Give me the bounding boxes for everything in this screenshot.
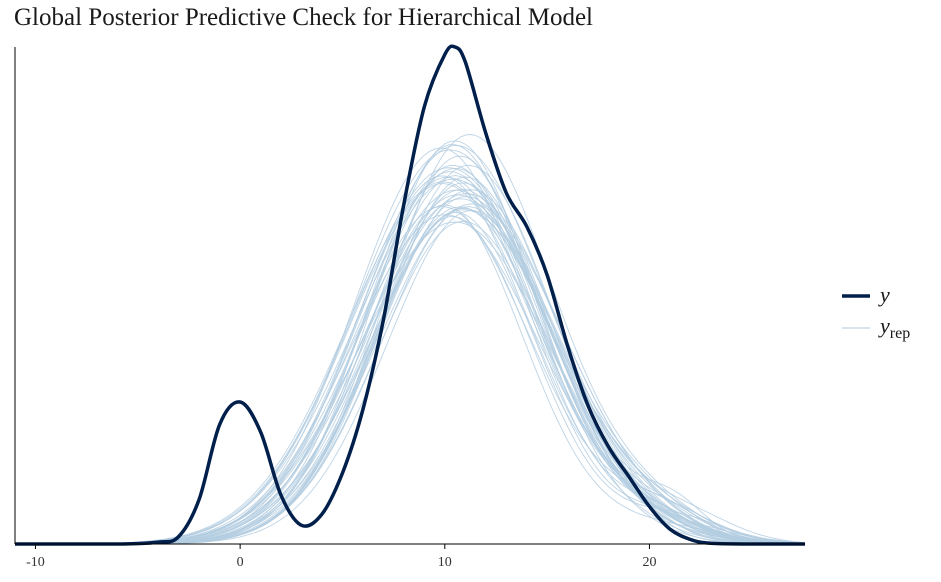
yrep-line <box>15 178 804 545</box>
yrep-line <box>15 221 804 545</box>
y-line <box>15 44 805 546</box>
x-axis-ticks: -10 0 10 20 <box>26 544 656 570</box>
chart-title: Global Posterior Predictive Check for Hi… <box>14 4 593 31</box>
yrep-line <box>15 203 804 545</box>
yrep-line <box>15 189 804 545</box>
yrep-line <box>15 165 804 545</box>
yrep-line <box>15 189 804 545</box>
yrep-line <box>15 196 804 545</box>
x-tick-label: 0 <box>237 555 244 570</box>
y-series-group <box>15 44 805 546</box>
x-tick-label: -10 <box>26 555 45 570</box>
yrep-line <box>15 204 804 545</box>
legend-yrep-label: yrep <box>878 313 910 342</box>
legend-y-label: y <box>878 282 890 307</box>
yrep-line <box>15 144 804 545</box>
x-tick-label: 10 <box>438 555 452 570</box>
yrep-line <box>15 181 804 545</box>
yrep-line <box>15 147 803 545</box>
yrep-line <box>15 167 804 545</box>
yrep-line <box>15 167 804 545</box>
yrep-line <box>15 206 803 545</box>
legend-yrep-subscript: rep <box>890 325 910 342</box>
yrep-line <box>15 140 804 545</box>
x-tick-label: 20 <box>642 555 656 570</box>
yrep-line <box>15 188 804 545</box>
legend: y yrep <box>842 282 910 342</box>
yrep-line <box>15 164 804 545</box>
yrep-series-group <box>15 134 804 545</box>
yrep-line <box>15 221 804 545</box>
legend-yrep-name: y <box>878 313 890 338</box>
